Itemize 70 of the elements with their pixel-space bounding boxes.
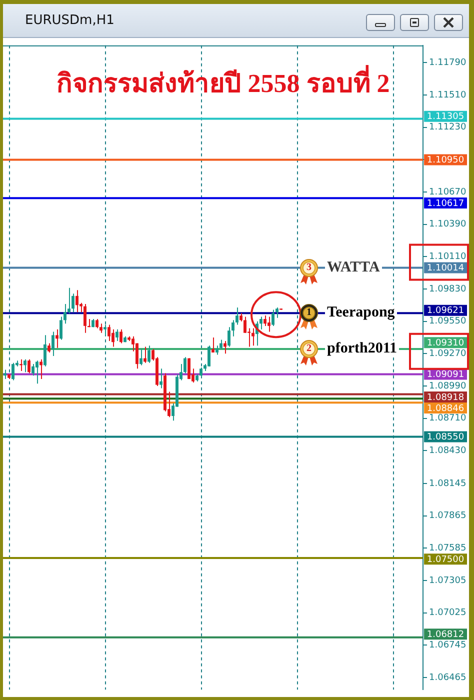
- chart-title: EURUSDm,H1: [25, 13, 114, 28]
- candlestick: [36, 360, 38, 384]
- candlestick: [116, 328, 118, 342]
- ref-line-label: 1.11305: [426, 112, 464, 122]
- ref-line-label: 1.10014: [426, 264, 464, 274]
- annotation: pforth2011: [325, 340, 400, 358]
- ref-line-label: 1.09310: [426, 338, 464, 348]
- ref-line-label: 1.10617: [426, 198, 464, 209]
- annotation: 3: [306, 262, 312, 273]
- ref-line-label: 1.06812: [426, 630, 464, 640]
- candlestick: [32, 364, 34, 376]
- candlestick: [40, 358, 42, 380]
- y-tick-label: 1.09830: [429, 284, 466, 294]
- candlestick: [76, 290, 78, 313]
- candlestick: [244, 316, 246, 334]
- candlestick: [60, 316, 62, 340]
- y-tick-label: 1.07025: [429, 608, 466, 618]
- y-tick-label: 1.08990: [429, 381, 466, 392]
- candlestick: [12, 362, 14, 381]
- ref-line-label: 1.07500: [426, 555, 464, 566]
- candlestick: [24, 358, 26, 373]
- y-tick-label: 1.07585: [429, 544, 466, 554]
- candlestick: [96, 318, 98, 329]
- candlestick: [112, 328, 114, 348]
- y-tick-label: 1.09550: [429, 316, 466, 327]
- candlestick: [28, 358, 30, 374]
- y-tick-label: 1.07865: [429, 511, 466, 522]
- candlestick: [216, 345, 218, 356]
- y-tick-label: 1.06465: [429, 672, 466, 683]
- ref-line-label: 1.08550: [426, 432, 464, 443]
- ref-line-label: 1.10950: [426, 156, 464, 166]
- candlestick: [264, 315, 266, 326]
- annotation: 2: [306, 343, 312, 354]
- y-tick-label: 1.11510: [429, 90, 466, 100]
- y-tick-label: 1.08710: [429, 414, 466, 424]
- y-tick-label: 1.11230: [429, 122, 466, 133]
- candlestick: [212, 336, 214, 353]
- candlestick: [148, 345, 150, 364]
- y-tick-label: 1.10670: [429, 187, 466, 198]
- candlestick: [272, 309, 274, 326]
- y-tick-label: 1.09270: [429, 348, 466, 359]
- candlestick: [56, 328, 58, 348]
- candlestick: [228, 326, 230, 348]
- y-tick-label: 1.10390: [429, 220, 466, 230]
- candlestick: [48, 342, 50, 353]
- candlestick: [120, 328, 122, 344]
- candlestick: [108, 324, 110, 342]
- ref-line-label: 1.08846: [426, 404, 464, 414]
- candlestick: [52, 331, 54, 356]
- annotation: 1: [306, 307, 312, 318]
- annotation: Teerapong: [325, 304, 397, 322]
- y-tick-label: 1.08145: [429, 478, 466, 489]
- y-tick-label: 1.08430: [429, 446, 466, 456]
- candlestick: [160, 368, 162, 389]
- y-tick-label: 1.07305: [429, 576, 466, 586]
- candlestick: [84, 304, 86, 334]
- candlestick: [100, 323, 102, 334]
- candlestick: [140, 348, 142, 366]
- candlestick: [44, 334, 46, 367]
- ref-line-label: 1.09621: [426, 306, 464, 316]
- candlestick: [200, 367, 202, 378]
- y-tick-label: 1.10110: [429, 252, 466, 262]
- ref-line-label: 1.09091: [426, 370, 464, 380]
- candlestick: [104, 324, 106, 336]
- candlestick: [268, 316, 270, 332]
- annotation: WATTA: [325, 259, 382, 276]
- ref-line-label: 1.08918: [426, 392, 464, 403]
- candlestick: [208, 345, 210, 367]
- y-tick-label: 1.06745: [429, 640, 466, 650]
- y-tick-label: 1.11790: [429, 58, 466, 68]
